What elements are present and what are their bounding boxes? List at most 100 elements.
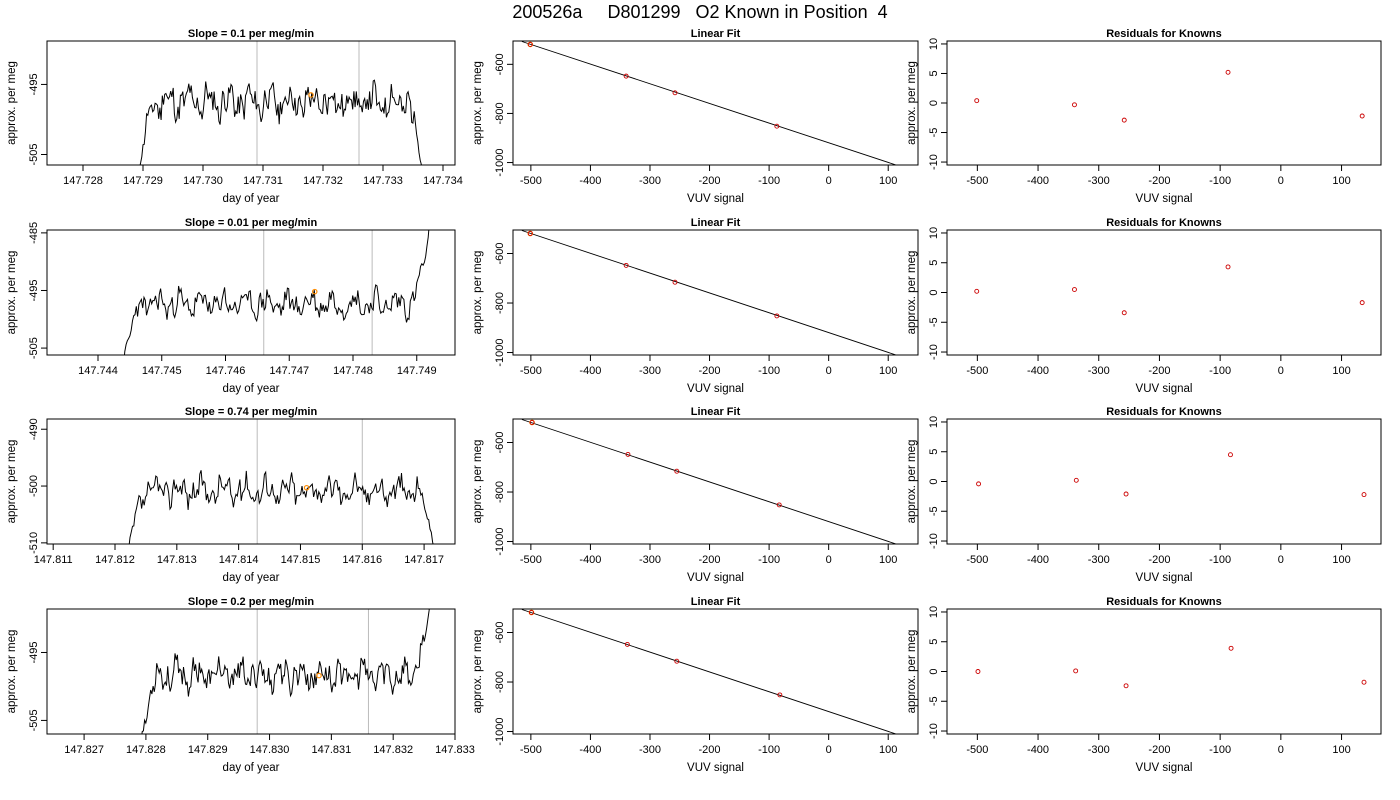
x-tick-label: 147.730 (183, 175, 223, 187)
y-tick-label: -5 (928, 696, 940, 706)
x-tick-label: 147.828 (126, 744, 166, 756)
x-tick-label: -500 (966, 744, 988, 756)
y-tick-label: -600 (494, 242, 506, 264)
y-tick-label: -485 (28, 222, 40, 244)
y-tick-label: -1000 (494, 338, 506, 366)
x-tick-label: -300 (639, 175, 661, 187)
y-axis-label: approx. per meg (6, 251, 18, 335)
panel-title: Residuals for Knowns (1106, 217, 1222, 229)
x-tick-label: -500 (520, 175, 542, 187)
fit-line (521, 230, 898, 355)
x-tick-label: 147.729 (123, 175, 163, 187)
plot-frame (946, 229, 1382, 356)
data-point (674, 658, 680, 664)
x-tick-label: -500 (520, 744, 542, 756)
x-tick-label: -100 (1209, 744, 1231, 756)
x-tick-label: 100 (1332, 554, 1350, 566)
window-mean-marker (316, 672, 322, 679)
data-point (527, 41, 533, 47)
data-point (1072, 102, 1077, 108)
plot-frame (512, 418, 919, 545)
x-tick-label: 0 (826, 175, 832, 187)
x-axis-label: VUV signal (1136, 383, 1193, 395)
data-point (908, 547, 912, 551)
y-axis-label: approx. per meg (472, 61, 484, 145)
data-point (1073, 668, 1079, 674)
panel-0-0: Slope = 0.1 per meg/min 147.728 147.729 147… (6, 28, 463, 205)
panel-title: Slope = 0.2 per meg/min (188, 596, 315, 608)
x-tick-label: -100 (758, 175, 780, 187)
data-point (1228, 645, 1234, 651)
panel-2-2: Residuals for Knowns-500 -400 -300 -200 -100… (906, 406, 1382, 584)
x-tick-label: 147.733 (363, 175, 403, 187)
x-tick-label: 100 (879, 175, 897, 187)
panel-1-2: Residuals for Knowns-500 -400 -300 -200 -100… (906, 217, 1382, 395)
panel-0-2: Residuals for Knowns-500 -400 -300 -200 -100… (906, 28, 1382, 205)
x-tick-label: 147.745 (142, 365, 182, 377)
y-tick-label: -505 (28, 337, 40, 359)
y-tick-label: -495 (28, 641, 40, 663)
data-point (1361, 492, 1367, 498)
plot-frame (946, 418, 1382, 545)
x-tick-label: 0 (826, 554, 832, 566)
data-point (777, 692, 783, 698)
plot-frame (46, 418, 456, 545)
plot-frame (512, 229, 919, 356)
x-tick-label: 147.817 (404, 554, 444, 566)
x-tick-label: -100 (1209, 554, 1231, 566)
x-tick-label: 147.744 (78, 365, 118, 377)
x-tick-label: -100 (1209, 175, 1231, 187)
y-tick-label: -505 (28, 709, 40, 731)
x-tick-label: 0 (826, 365, 832, 377)
plot-area (141, 609, 430, 734)
data-point (975, 669, 981, 674)
data-point (1121, 310, 1127, 316)
y-axis-label: approx. per meg (6, 630, 18, 714)
x-tick-label: 147.811 (34, 554, 73, 566)
x-axis-label: VUV signal (1136, 193, 1193, 205)
data-point (906, 358, 910, 362)
x-tick-label: -300 (1088, 365, 1110, 377)
y-axis-label: approx. per meg (906, 251, 918, 335)
y-axis-label: approx. per meg (6, 61, 18, 145)
x-tick-label: -300 (639, 365, 661, 377)
data-point (672, 90, 678, 96)
y-tick-label: -10 (928, 533, 940, 549)
x-tick-label: -100 (758, 744, 780, 756)
panel-3-1: Linear Fit-500 -400 -300 -200 -100 0 100-600-8… (472, 596, 919, 774)
y-tick-label: -800 (494, 292, 506, 314)
y-tick-label: 0 (928, 668, 940, 674)
x-tick-label: 147.830 (250, 744, 290, 756)
panel-title: Residuals for Knowns (1106, 596, 1222, 608)
x-tick-label: 147.813 (157, 554, 197, 566)
y-tick-label: 10 (928, 606, 940, 618)
x-tick-label: 100 (879, 365, 897, 377)
plot-frame (46, 229, 456, 356)
x-tick-label: -400 (1027, 175, 1049, 187)
y-tick-label: -10 (928, 154, 940, 170)
x-tick-label: 100 (1332, 175, 1350, 187)
data-point (625, 451, 631, 457)
y-tick-label: -1000 (494, 527, 506, 555)
data-series-line (123, 230, 430, 355)
window-mean-marker (303, 484, 310, 491)
panel-title: Linear Fit (691, 596, 741, 608)
data-point (906, 168, 910, 172)
plot-area (976, 452, 1367, 498)
x-tick-label: -200 (1148, 744, 1170, 756)
x-tick-label: -100 (758, 554, 780, 566)
x-tick-label: 0 (1278, 365, 1284, 377)
x-tick-label: 147.728 (63, 175, 103, 187)
data-series-line (141, 609, 430, 734)
x-tick-label: 147.734 (423, 175, 463, 187)
plot-frame (46, 608, 456, 735)
y-tick-label: -800 (494, 671, 506, 693)
x-tick-label: -100 (758, 365, 780, 377)
data-point (529, 420, 535, 425)
panel-3-0: Slope = 0.2 per meg/min 147.827 147.828 147… (6, 596, 475, 774)
y-tick-label: -600 (494, 53, 506, 75)
x-tick-label: 147.827 (64, 744, 104, 756)
data-point (774, 313, 780, 319)
y-tick-label: -495 (28, 73, 40, 95)
y-tick-label: -5 (928, 317, 940, 327)
